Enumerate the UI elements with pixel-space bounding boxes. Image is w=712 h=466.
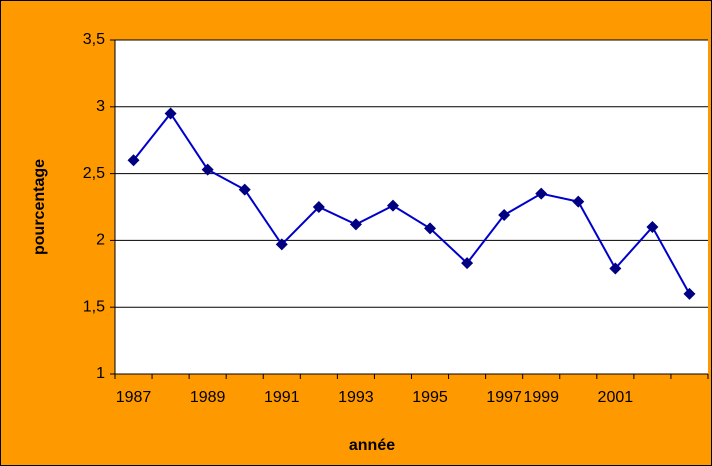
marker [683, 287, 696, 300]
x-tick-label: 1987 [116, 389, 152, 406]
series-line [132, 111, 691, 295]
marker [201, 163, 214, 176]
marker [609, 262, 622, 275]
y-tick-label: 3,5 [83, 31, 105, 48]
marker [386, 199, 399, 212]
y-axis-title: pourcentage [31, 159, 48, 255]
x-tick-label: 1997 [486, 389, 522, 406]
marker [461, 257, 474, 270]
x-tick-label: 1995 [412, 389, 448, 406]
marker [535, 187, 548, 200]
y-tick-label: 2 [96, 232, 105, 249]
y-tick-label: 1,5 [83, 298, 105, 315]
marker [349, 218, 362, 231]
marker [275, 238, 288, 251]
x-tick-label: 1993 [338, 389, 374, 406]
marker [164, 107, 177, 120]
x-tick-label: 1991 [264, 389, 300, 406]
marker [498, 209, 511, 222]
plot-area [115, 40, 708, 374]
x-tick-label: 2001 [598, 389, 634, 406]
marker [127, 154, 140, 167]
marker [312, 201, 325, 213]
x-tick-label: 1999 [523, 389, 559, 406]
y-tick-label: 1 [96, 365, 105, 382]
y-tick-label: 3 [96, 98, 105, 115]
x-axis-title: année [349, 437, 395, 454]
marker [646, 221, 659, 234]
y-tick-label: 2,5 [83, 165, 105, 182]
marker [238, 183, 251, 196]
marker [572, 195, 585, 208]
marker [424, 222, 437, 235]
x-tick-label: 1989 [190, 389, 226, 406]
